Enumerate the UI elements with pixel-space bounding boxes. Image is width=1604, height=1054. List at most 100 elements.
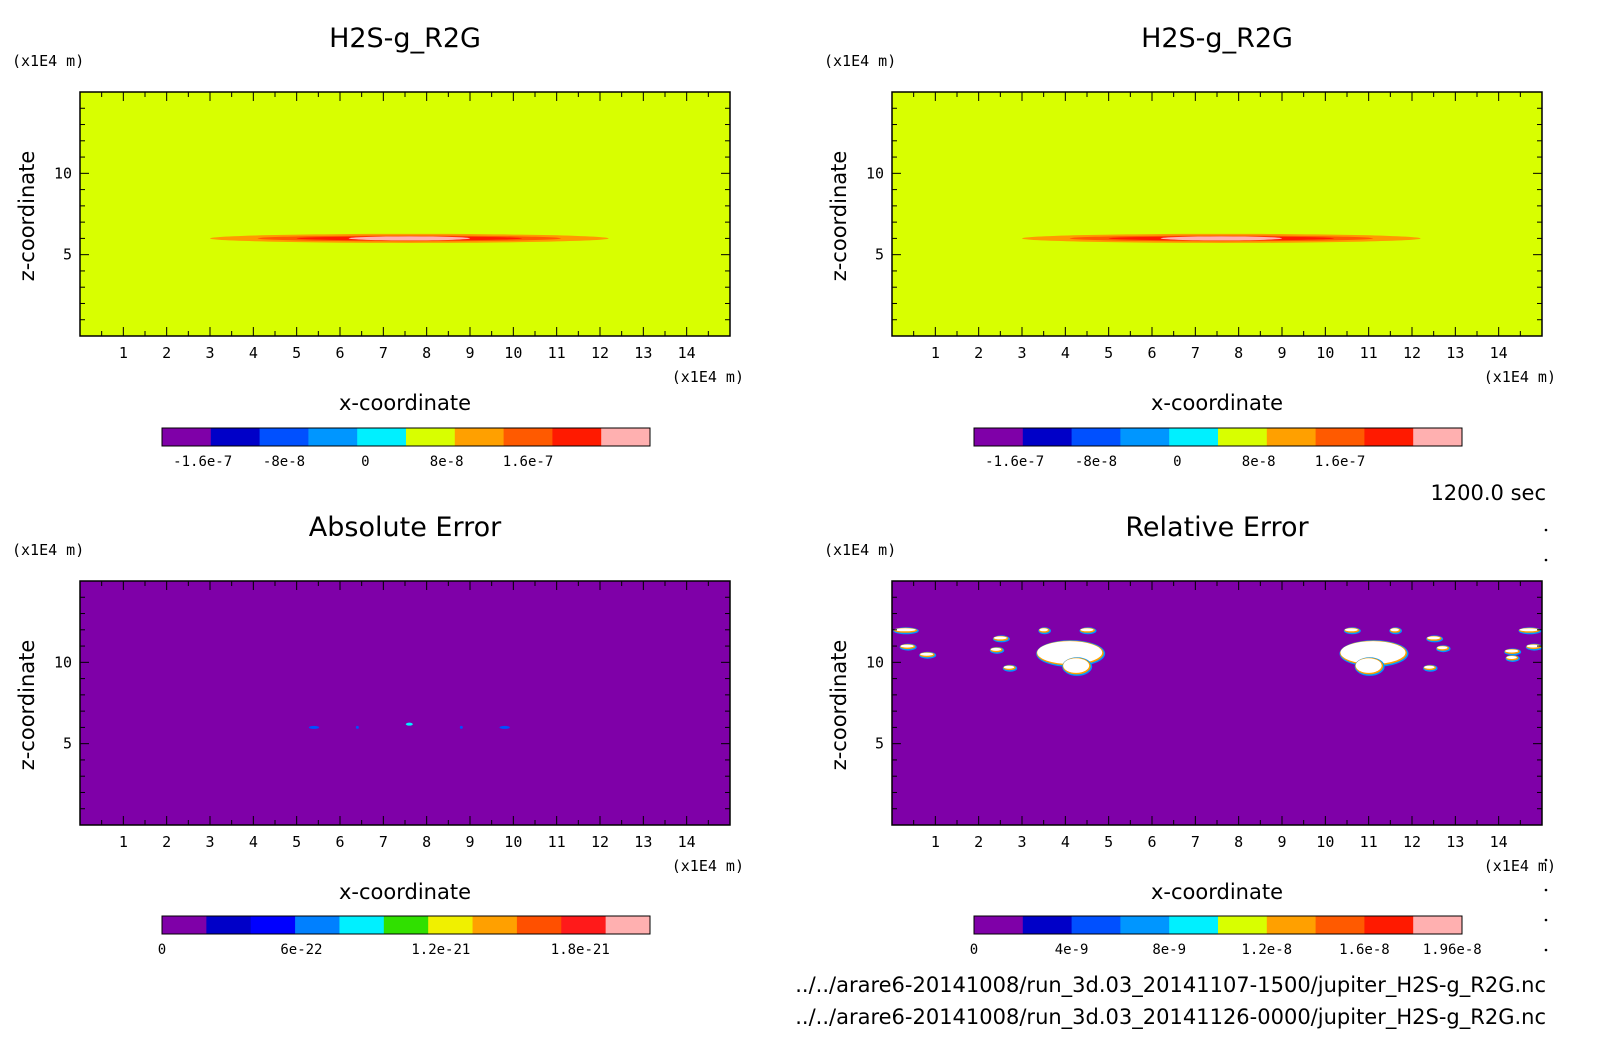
colorbar-tick-label: 8e-9 (1152, 942, 1186, 958)
colorbar-tick-label: 1.8e-21 (551, 942, 610, 958)
x-tick-label: 12 (591, 344, 609, 362)
contour-patch-9 (990, 647, 1002, 651)
colorbar-segment (1071, 428, 1121, 446)
x-tick-label: 8 (422, 833, 431, 851)
colorbar-segment (974, 916, 1024, 934)
colorbar-segment (210, 428, 261, 446)
colorbar-segment (1120, 916, 1170, 934)
edge-marker-dot (1544, 948, 1548, 952)
contour-patch-17 (1424, 665, 1435, 669)
x-tick-label: 3 (1017, 344, 1026, 362)
colorbar-tick-label: 6e-22 (280, 942, 322, 958)
colorbar-tick-label: 8e-8 (430, 454, 464, 470)
x-axis-label: x-coordinate (339, 391, 471, 415)
colorbar-segment (162, 428, 212, 446)
x-tick-label: 12 (1403, 344, 1421, 362)
x-tick-label: 11 (1360, 833, 1378, 851)
colorbar-frame (973, 427, 1463, 447)
x-unit-label: (x1E4 m) (1484, 368, 1556, 386)
colorbar-tick-label: 1.2e-21 (411, 942, 470, 958)
contour-patch-15 (1427, 636, 1441, 640)
colorbar-segment (357, 428, 407, 446)
contour-patch-11 (1039, 628, 1048, 632)
contour-band-4 (348, 236, 471, 241)
x-tick-label: 9 (465, 344, 474, 362)
colorbar-tick-label: 1.6e-8 (1339, 942, 1390, 958)
colorbar-segment (1169, 916, 1219, 934)
y-tick-label: 10 (54, 164, 72, 182)
x-tick-label: 5 (1104, 833, 1113, 851)
x-tick-label: 8 (1234, 344, 1243, 362)
x-tick-label: 5 (1104, 344, 1113, 362)
x-tick-label: 11 (548, 344, 566, 362)
y-tick-label: 5 (875, 246, 884, 264)
x-tick-label: 14 (678, 833, 696, 851)
contour-patch-10 (1003, 665, 1015, 669)
x-tick-label: 11 (548, 833, 566, 851)
colorbar-tick-label: -1.6e-7 (985, 454, 1044, 470)
x-tick-label: 3 (205, 344, 214, 362)
colorbar-segment (516, 916, 562, 934)
x-unit-label: (x1E4 m) (672, 857, 744, 875)
colorbar-segment (1266, 916, 1317, 934)
x-tick-label: 1 (119, 833, 128, 851)
y-axis-label: z-coordinate (15, 640, 39, 771)
edge-marker-dot (1544, 858, 1548, 862)
colorbar-segment (406, 428, 456, 446)
colorbar-tick-label: 1.2e-8 (1242, 942, 1293, 958)
x-unit-label: (x1E4 m) (672, 368, 744, 386)
contour-patch-4 (1355, 658, 1382, 673)
time-label: 1200.0 sec (1430, 481, 1546, 505)
colorbar-segment (259, 428, 309, 446)
colorbar-tick-label: -1.6e-7 (173, 454, 232, 470)
colorbar-segment (1169, 428, 1219, 446)
x-tick-label: 13 (634, 344, 652, 362)
plot-features (1022, 233, 1421, 243)
colorbar-tick-label: 1.96e-8 (1423, 942, 1482, 958)
colorbar-segment (1071, 916, 1121, 934)
contour-patch-3 (405, 722, 413, 726)
x-tick-label: 4 (249, 344, 258, 362)
x-tick-label: 10 (504, 833, 522, 851)
y-unit-label: (x1E4 m) (12, 52, 84, 70)
chart-title: Absolute Error (309, 512, 502, 543)
x-tick-label: 4 (249, 833, 258, 851)
x-tick-label: 2 (162, 344, 171, 362)
x-tick-label: 9 (465, 833, 474, 851)
x-axis-label: x-coordinate (1151, 880, 1283, 904)
colorbar-tick-label: 0 (158, 942, 166, 958)
y-tick-label: 10 (54, 653, 72, 671)
colorbar-segment (339, 916, 385, 934)
x-tick-label: 7 (1191, 833, 1200, 851)
x-tick-label: 5 (292, 833, 301, 851)
edge-marker-dot (1544, 918, 1548, 922)
chart-title: H2S-g_R2G (329, 23, 481, 54)
x-tick-label: 8 (422, 344, 431, 362)
contour-patch-21 (1526, 644, 1540, 648)
contour-patch-3 (1340, 641, 1406, 664)
colorbar-segment (1413, 428, 1463, 446)
colorbar-segment (162, 916, 207, 934)
x-tick-label: 8 (1234, 833, 1243, 851)
x-tick-label: 1 (931, 833, 940, 851)
colorbar-segment (206, 916, 252, 934)
chart-title: Relative Error (1125, 512, 1309, 543)
contour-patch-19 (1506, 655, 1517, 659)
y-tick-label: 10 (866, 164, 884, 182)
x-tick-label: 3 (205, 833, 214, 851)
y-axis-label: z-coordinate (827, 151, 851, 282)
colorbar-segment (1315, 916, 1365, 934)
colorbar-segment (1364, 428, 1414, 446)
x-axis-label: x-coordinate (1151, 391, 1283, 415)
contour-patch-14 (1390, 628, 1399, 632)
colorbar-frame (161, 915, 651, 935)
colorbar-segment (295, 916, 340, 934)
colorbar-segment (1218, 916, 1268, 934)
colorbar-segment (1218, 428, 1268, 446)
edge-marker-dot (1544, 888, 1548, 892)
y-axis-label: z-coordinate (15, 151, 39, 282)
y-unit-label: (x1E4 m) (824, 52, 896, 70)
